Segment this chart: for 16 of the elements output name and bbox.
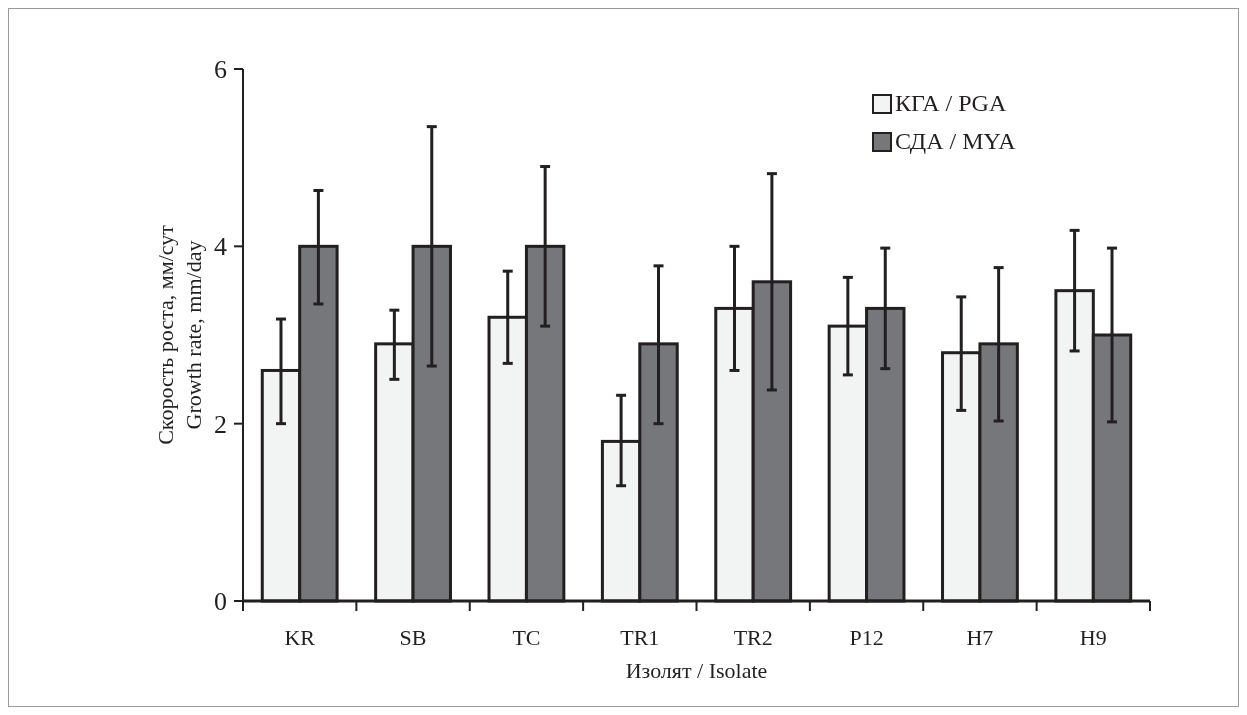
x-tick-label: P12 — [849, 625, 884, 650]
x-tick-label: SB — [399, 625, 427, 650]
x-tick-label: TR1 — [620, 625, 660, 650]
x-tick-label: H7 — [966, 625, 994, 650]
y-tick-label: 0 — [214, 587, 227, 617]
y-tick-label: 2 — [214, 409, 227, 439]
y-axis-title: Скорость роста, мм/сут Growth rate, mm/day — [153, 224, 206, 445]
x-tick-label: TR2 — [733, 625, 773, 650]
x-axis-title: Изолят / Isolate — [625, 658, 768, 683]
y-tick-label: 4 — [214, 232, 227, 262]
x-tick-label: KR — [284, 625, 316, 650]
y-tick-label: 6 — [214, 55, 227, 85]
legend-label: СДА / MYA — [895, 128, 1017, 154]
x-tick-label: H9 — [1079, 625, 1107, 650]
legend-label: КГА / PGA — [895, 90, 1007, 116]
x-tick-label: TC — [512, 625, 541, 650]
